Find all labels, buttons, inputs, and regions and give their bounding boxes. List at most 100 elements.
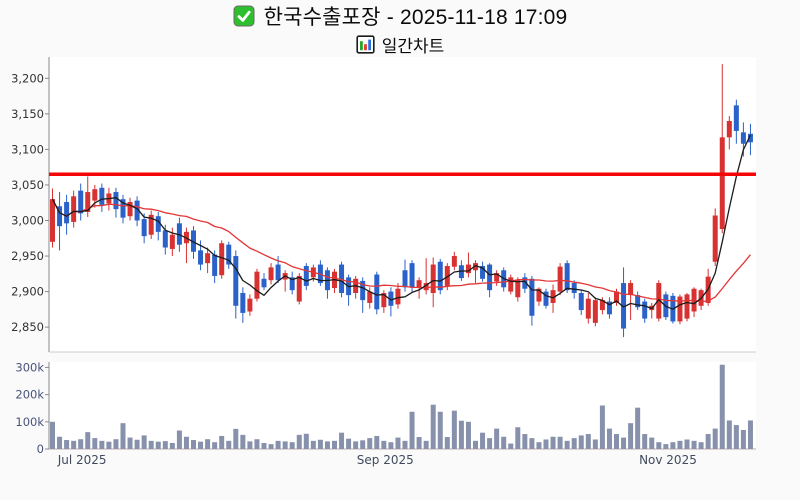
volume-bar xyxy=(134,439,140,449)
candle xyxy=(635,291,641,311)
volume-tick-label: 300k xyxy=(15,360,44,374)
candle xyxy=(606,297,612,319)
volume-bar xyxy=(381,440,387,449)
candle-body xyxy=(437,261,443,291)
volume-bar xyxy=(423,440,429,449)
candle-body xyxy=(247,298,253,312)
volume-bar xyxy=(571,438,577,449)
price-tick-label: 2,950 xyxy=(11,249,44,263)
candle-body xyxy=(614,291,619,303)
candle-body xyxy=(451,256,457,267)
candle xyxy=(451,251,457,271)
volume-bar xyxy=(99,440,105,449)
candle xyxy=(155,211,161,241)
volume-bar xyxy=(677,440,683,449)
candle-body xyxy=(367,291,373,303)
volume-tick-label: 100k xyxy=(15,415,44,429)
candle xyxy=(99,183,105,212)
candle-body xyxy=(578,293,584,311)
candle-body xyxy=(212,254,218,276)
candle-body xyxy=(296,275,302,302)
candle-body xyxy=(226,244,232,265)
candle xyxy=(120,194,126,224)
volume-bar xyxy=(64,440,70,449)
volume-tick-label: 0 xyxy=(37,442,44,456)
candle-body xyxy=(416,280,422,288)
volume-bar xyxy=(57,436,63,449)
candle-body xyxy=(57,206,63,227)
candle xyxy=(473,260,478,284)
volume-bar xyxy=(606,428,612,449)
candle-body xyxy=(628,283,634,296)
volume-bar xyxy=(585,434,591,449)
candle-body xyxy=(606,301,612,315)
volume-bar xyxy=(733,425,739,449)
candle-body xyxy=(134,200,140,221)
candle-body xyxy=(268,267,274,281)
candle-body xyxy=(536,288,542,302)
volume-bar xyxy=(663,444,669,449)
candle xyxy=(487,263,493,298)
volume-bar xyxy=(268,444,274,449)
candle xyxy=(226,241,232,269)
price-tick-label: 3,150 xyxy=(11,107,44,121)
candle-body xyxy=(444,265,450,286)
candle xyxy=(127,197,133,221)
volume-bar xyxy=(621,437,627,449)
volume-bar xyxy=(148,440,154,449)
month-tick-label: Jul 2025 xyxy=(57,453,107,467)
candle xyxy=(92,184,98,208)
volume-bar xyxy=(494,428,500,449)
volume-bar xyxy=(346,438,352,449)
volume-bar xyxy=(550,436,556,449)
candle-body xyxy=(712,215,718,262)
candle-body xyxy=(176,223,182,245)
volume-bar xyxy=(85,432,91,449)
candle xyxy=(388,287,394,317)
candle xyxy=(71,190,77,228)
green-check-icon xyxy=(233,5,255,27)
candle-body xyxy=(78,190,84,214)
volume-bar xyxy=(191,440,196,449)
volume-bar xyxy=(155,441,161,449)
candle-body xyxy=(430,264,436,293)
volume-bar xyxy=(317,439,323,449)
price-tick-label: 3,100 xyxy=(11,142,44,156)
volume-bar xyxy=(705,434,711,449)
volume-bar xyxy=(508,443,514,449)
volume-bar xyxy=(740,429,746,449)
candle-body xyxy=(141,219,147,237)
candle xyxy=(141,213,147,244)
volume-bar xyxy=(332,440,337,449)
candle xyxy=(684,293,690,322)
candle-body xyxy=(747,133,753,143)
candle-body xyxy=(388,291,394,306)
volume-bar xyxy=(176,430,182,449)
volume-bar xyxy=(430,404,436,449)
volume-bar xyxy=(444,437,450,449)
candle xyxy=(677,294,683,325)
volume-bar xyxy=(719,364,725,449)
candle xyxy=(592,297,598,327)
candle-body xyxy=(289,277,295,291)
candle xyxy=(247,294,253,316)
candle-body xyxy=(522,277,528,289)
volume-bar xyxy=(599,405,605,449)
volume-bar xyxy=(726,420,732,449)
candle-body xyxy=(480,265,486,279)
candle-body xyxy=(550,290,556,303)
volume-bar xyxy=(254,439,260,449)
price-axis: 2,850 2,900 2,950 3,000 3,050 3,100 3,150 3,200 xyxy=(11,71,49,334)
chart-type-label: 일간차트 xyxy=(381,36,445,56)
volume-bar xyxy=(303,433,309,449)
candle-body xyxy=(529,278,535,316)
volume-bar xyxy=(402,440,408,449)
volume-bar xyxy=(522,434,528,449)
candle-body xyxy=(571,283,577,293)
candle xyxy=(64,194,70,235)
volume-bar xyxy=(416,437,422,449)
time-axis: Jul 2025 Sep 2025 Nov 2025 xyxy=(57,453,697,467)
candle xyxy=(747,123,753,156)
candle xyxy=(480,261,486,282)
